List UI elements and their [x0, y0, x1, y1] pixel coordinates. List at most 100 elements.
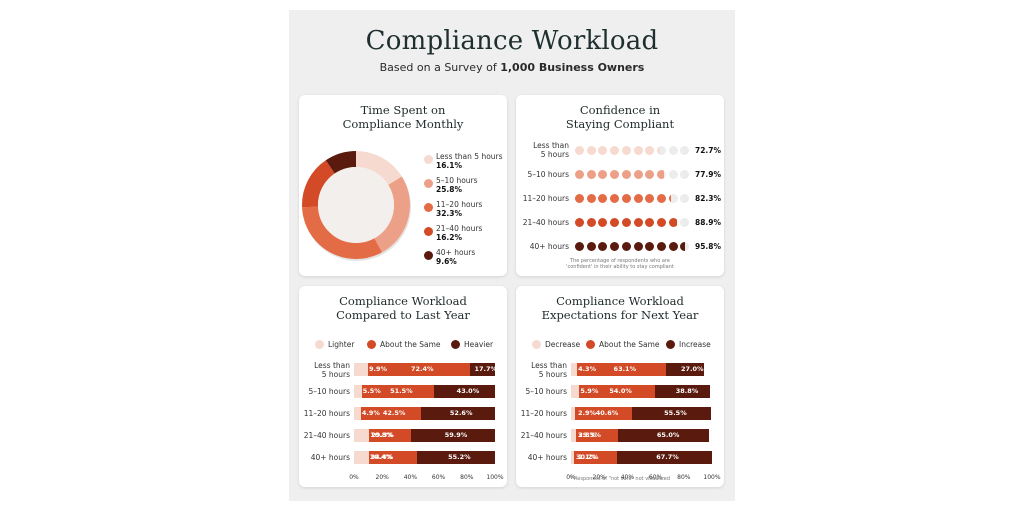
next-year-row-label-line: 40+ hours	[527, 453, 567, 462]
confidence-dot	[621, 241, 631, 251]
confidence-dot	[633, 217, 643, 227]
confidence-dot	[656, 169, 666, 179]
confidence-dot	[575, 217, 584, 227]
confidence-card: Confidence in Staying Compliant Less tha…	[516, 95, 724, 276]
last-year-bar-label: 42.5%	[382, 409, 406, 417]
last-year-bar-segment	[410, 429, 495, 442]
confidence-row-label-line: 5–10 hours	[527, 169, 569, 179]
last-year-x-tick: 60%	[431, 474, 446, 481]
last-year-bar-segment	[420, 407, 495, 420]
donut-legend-value: 16.1%	[436, 161, 463, 170]
next-year-x-tick: 100%	[703, 474, 721, 481]
confidence-dot	[633, 241, 643, 251]
last-year-legend-label: About the Same	[380, 340, 441, 349]
confidence-row-label-line: 11–20 hours	[522, 193, 569, 203]
last-year-bar-segment	[361, 385, 435, 398]
infographic: Compliance Workload Based on a Survey of…	[289, 10, 735, 501]
last-year-bar-label: 72.4%	[411, 365, 434, 373]
confidence-title-line-2: Staying Compliant	[565, 117, 675, 131]
last-year-bar-label: 34.4%	[370, 453, 394, 461]
next-year-bar-label: 2.9%	[578, 409, 597, 417]
confidence-dot	[575, 145, 584, 155]
last-year-bar-segment	[354, 451, 369, 464]
next-year-bar-segment	[655, 385, 711, 398]
next-year-bar-label: 3.8%	[578, 431, 597, 439]
confidence-dot	[575, 241, 584, 251]
donut-slice-4	[302, 151, 410, 259]
next-year-bar-segment	[571, 429, 577, 442]
page-title: Compliance Workload	[365, 26, 659, 56]
next-year-row-label: 40+ hours	[528, 453, 567, 462]
next-year-bar-label: 27.0%	[681, 365, 704, 373]
donut-legend-swatch	[424, 251, 433, 260]
next-year-bar-segment	[579, 385, 656, 398]
next-year-card: Compliance Workload Expectations for Nex…	[516, 286, 724, 487]
confidence-dot	[656, 193, 666, 203]
last-year-legend-swatch	[315, 340, 324, 349]
donut-legend-label: 40+ hours	[436, 248, 476, 257]
next-year-bar-label: 5.9%	[580, 387, 599, 395]
confidence-row-value: 77.9%	[695, 169, 722, 179]
confidence-row-label-line: Less than	[533, 141, 569, 150]
last-year-legend-label: Lighter	[328, 340, 355, 349]
last-year-row-label-line: 11–20 hours	[303, 409, 350, 418]
confidence-dot	[575, 193, 584, 203]
next-year-bar-segment	[632, 407, 711, 420]
next-year-legend-swatch	[586, 340, 595, 349]
confidence-dot	[645, 217, 655, 227]
last-year-bar-segment	[360, 407, 421, 420]
next-year-bar-segment	[571, 407, 576, 420]
confidence-dot	[621, 169, 631, 179]
donut-legend-value: 25.8%	[436, 185, 463, 194]
last-year-bar-label: 10.8%	[370, 431, 393, 439]
next-year-bar-segment	[576, 429, 618, 442]
confidence-footnote-line-1: The percentage of respondents who are	[570, 258, 670, 264]
donut-legend-label: Less than 5 hours	[436, 152, 503, 161]
confidence-dot	[621, 145, 631, 155]
last-year-x-tick: 20%	[375, 474, 389, 481]
next-year-x-tick: 40%	[620, 474, 635, 481]
confidence-footnote: The percentage of respondents who are 'c…	[536, 258, 704, 270]
next-year-row-label-line: 5 hours	[538, 370, 567, 379]
confidence-dot	[610, 145, 620, 155]
confidence-footnote-line-2: 'confident' in their ability to stay com…	[566, 264, 674, 270]
confidence-dot	[633, 193, 643, 203]
next-year-title: Compliance Workload Expectations for Nex…	[516, 294, 724, 322]
last-year-bar-label: 52.6%	[449, 409, 473, 417]
donut-slice-2	[302, 151, 410, 259]
last-year-bar-segment	[354, 407, 361, 420]
next-year-bar-label: 30.2%	[575, 453, 599, 461]
last-year-row-label-line: Less than	[314, 361, 350, 370]
donut-legend-value: 9.6%	[436, 257, 457, 266]
last-year-row-label: 11–20 hours	[304, 409, 350, 418]
next-year-bar-segment	[571, 451, 574, 464]
confidence-dot	[645, 241, 655, 251]
next-year-row-label: 21–40 hours	[521, 431, 567, 440]
confidence-dot	[575, 169, 584, 179]
next-year-title-line-2: Expectations for Next Year	[541, 308, 699, 322]
last-year-bar-label: 5.5%	[362, 387, 381, 395]
next-year-bar-label: 4.3%	[578, 365, 597, 373]
next-year-bar-label: 2.1%	[578, 453, 597, 461]
confidence-dot	[633, 145, 643, 155]
last-year-legend-swatch	[451, 340, 460, 349]
confidence-title-line-1: Confidence in	[579, 103, 661, 117]
confidence-row-value: 82.3%	[695, 193, 722, 203]
next-year-bar-label: 65.0%	[656, 431, 680, 439]
last-year-x-tick: 40%	[403, 474, 418, 481]
next-year-bar-label: 54.0%	[609, 387, 632, 395]
time-spent-card: Time Spent on Compliance Monthly Less th…	[299, 95, 507, 276]
donut-legend-swatch	[424, 155, 433, 164]
donut-legend-swatch	[424, 203, 433, 212]
confidence-dot	[680, 193, 690, 203]
last-year-x-tick: 0%	[349, 474, 359, 481]
next-year-x-tick: 80%	[677, 474, 691, 481]
confidence-dot	[621, 193, 631, 203]
last-year-card: Compliance Workload Compared to Last Yea…	[299, 286, 507, 487]
donut-legend-label: 11–20 hours	[436, 200, 483, 209]
confidence-row-label-line: 40+ hours	[529, 241, 569, 251]
confidence-dot	[633, 169, 643, 179]
last-year-bar-label: 51.5%	[390, 387, 413, 395]
next-year-row-label: Less than 5 hours	[531, 361, 567, 379]
confidence-row-value: 95.8%	[695, 241, 722, 251]
